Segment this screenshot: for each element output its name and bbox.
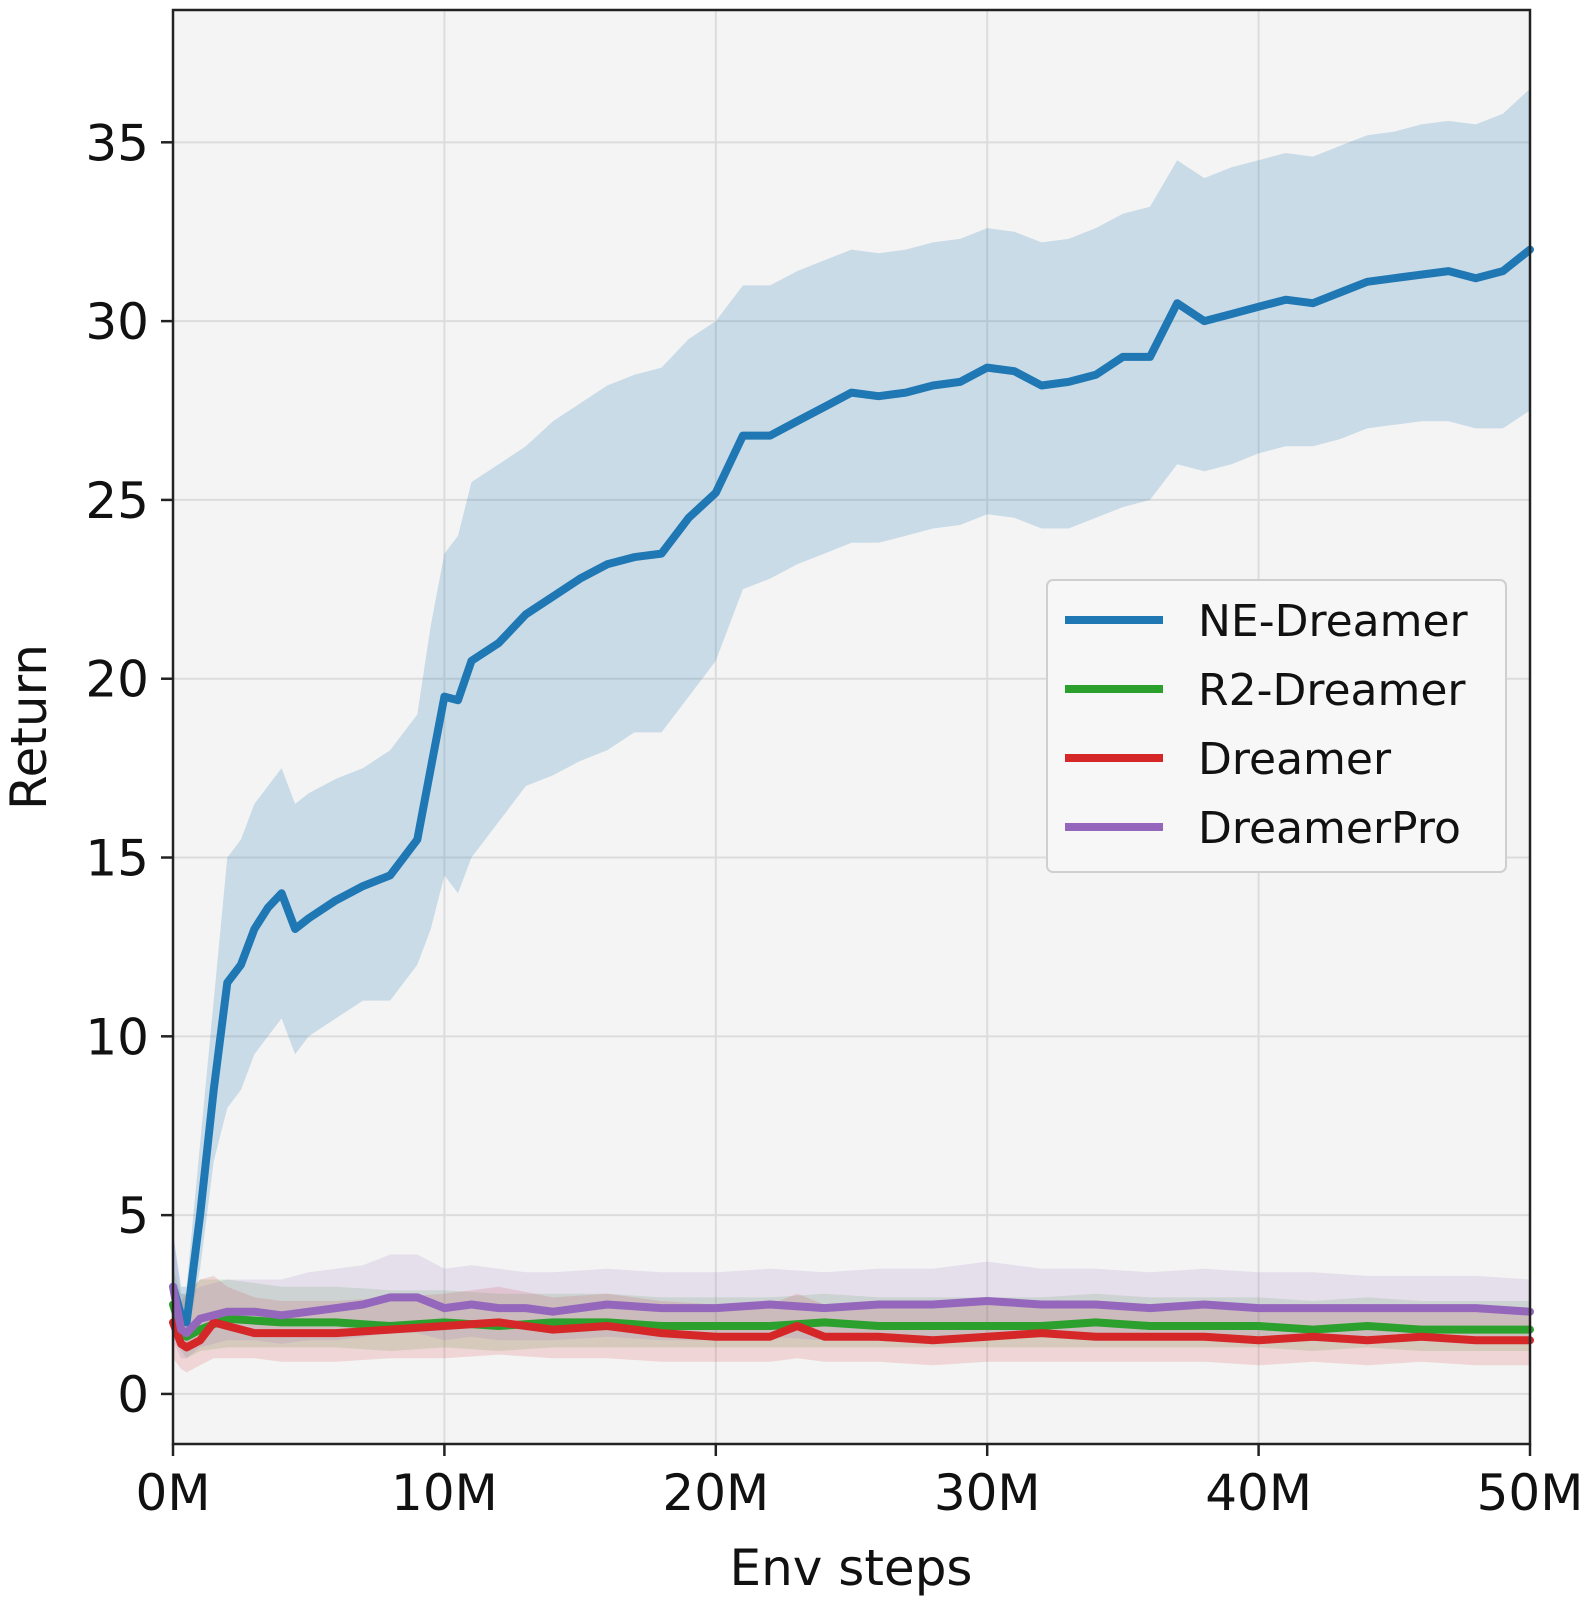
- x-tick-label-3: 30M: [934, 1464, 1041, 1522]
- dreamerpro-line: [169, 1282, 1534, 1338]
- y-tick-label-6: 30: [85, 293, 149, 351]
- legend-label-ne-dreamer: NE-Dreamer: [1198, 596, 1469, 647]
- y-tick-label-1: 5: [117, 1187, 149, 1245]
- plot-frame: [171, 8, 1532, 1446]
- legend-label-dreamerpro: DreamerPro: [1198, 803, 1461, 854]
- dreamer-line: [169, 1318, 1534, 1352]
- x-tick-label-5: 50M: [1477, 1464, 1584, 1522]
- x-tick-label-1: 10M: [391, 1464, 498, 1522]
- x-axis-title: Env steps: [730, 1539, 973, 1597]
- ne-dreamer-band: [173, 88, 1530, 1341]
- y-tick-label-3: 15: [85, 830, 149, 888]
- y-tick-label-0: 0: [117, 1366, 149, 1424]
- series-lines: [169, 245, 1534, 1352]
- legend-frame: [1046, 579, 1507, 873]
- legend-label-dreamer: Dreamer: [1198, 734, 1392, 785]
- x-tick-label-0: 0M: [136, 1464, 211, 1522]
- x-tick-label-2: 20M: [662, 1464, 769, 1522]
- y-tick-label-2: 10: [85, 1008, 149, 1066]
- y-axis-title: Return: [0, 644, 58, 810]
- axis-ticks: 0M 10M 20M 30M 40M 50M 0 5 10 15 20 25 30 35: [85, 114, 1583, 1522]
- x-tick-label-4: 40M: [1205, 1464, 1312, 1522]
- y-tick-label-7: 35: [85, 114, 149, 172]
- y-tick-label-4: 20: [85, 651, 149, 709]
- legend: NE-Dreamer R2-Dreamer Dreamer DreamerPro: [1046, 579, 1507, 873]
- ne-dreamer-line: [169, 245, 1534, 1327]
- y-tick-label-5: 25: [85, 472, 149, 530]
- r2-dreamer-line: [169, 1300, 1534, 1341]
- legend-label-r2-dreamer: R2-Dreamer: [1198, 665, 1466, 716]
